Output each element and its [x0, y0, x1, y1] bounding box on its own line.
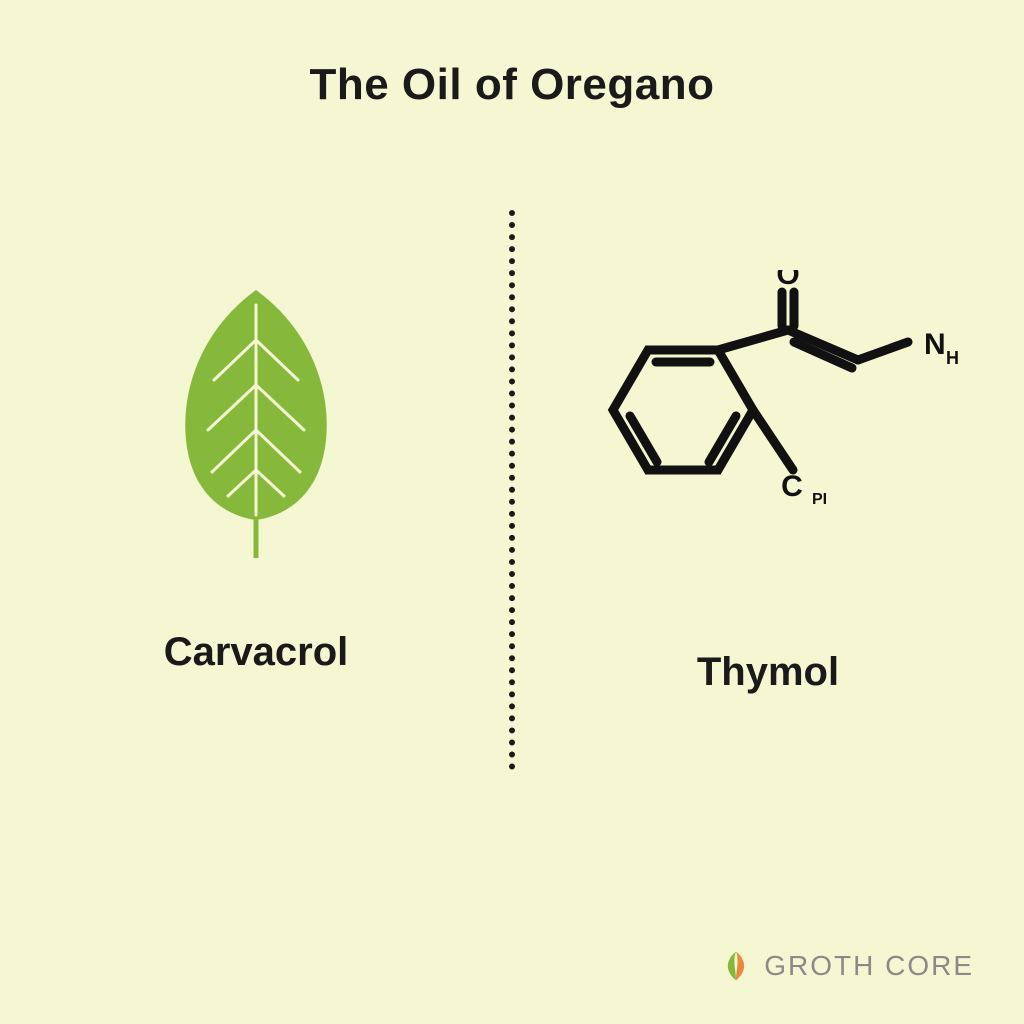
logo-leaf-icon: [718, 948, 754, 984]
atom-N: N: [924, 328, 946, 361]
atom-O: O: [776, 270, 799, 291]
atom-C: C: [781, 470, 803, 503]
atom-H: H: [946, 348, 958, 368]
molecule-icon: O N H C PI: [578, 270, 958, 550]
right-caption: Thymol: [697, 650, 839, 695]
right-panel: O N H C PI Thymol: [512, 210, 1024, 904]
brand-logo: GROTH CORE: [718, 948, 974, 984]
left-caption: Carvacrol: [164, 630, 349, 675]
page-title: The Oil of Oregano: [0, 60, 1024, 110]
logo-text-secondary: CORE: [885, 950, 974, 981]
atom-PI: PI: [812, 491, 827, 508]
left-panel: Carvacrol: [0, 210, 512, 904]
leaf-icon: [156, 280, 356, 560]
logo-text-primary: GROTH: [764, 950, 875, 981]
logo-text: GROTH CORE: [764, 950, 974, 982]
